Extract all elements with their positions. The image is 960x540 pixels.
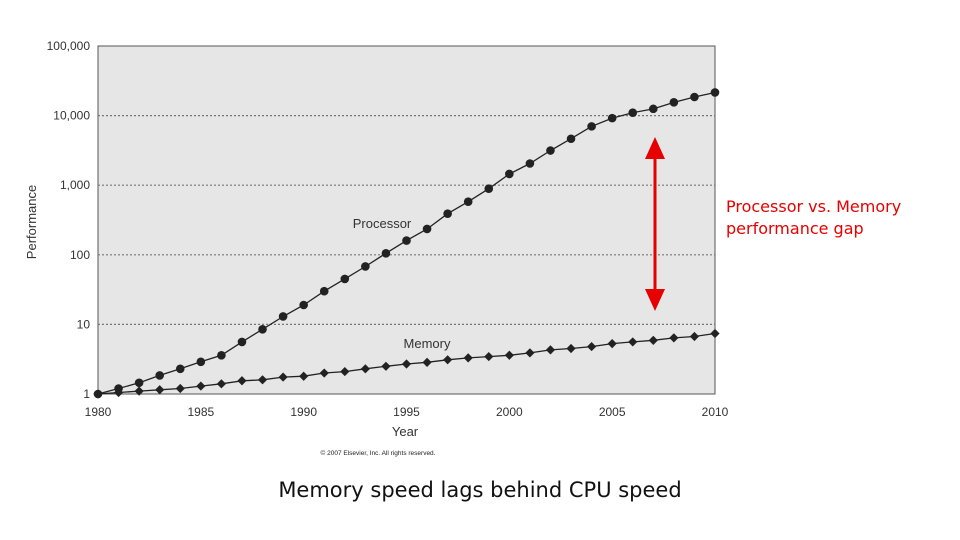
memory-point (504, 350, 514, 360)
memory-point (113, 387, 124, 398)
series-layer (93, 88, 720, 399)
plot-area (97, 45, 716, 395)
memory-point (134, 386, 144, 396)
processor-point (299, 300, 308, 310)
x-tick-label: 2010 (702, 405, 729, 419)
gap-annotation: Processor vs. Memory performance gap (726, 196, 956, 240)
processor-point (196, 357, 206, 367)
processor-point (566, 134, 576, 144)
memory-point (155, 385, 165, 395)
processor-point (402, 236, 411, 245)
gap-arrow-head-up (645, 137, 665, 159)
y-tick-label: 1,000 (60, 178, 90, 192)
memory-point (648, 335, 658, 345)
processor-point (525, 159, 535, 168)
memory-point (93, 389, 103, 399)
processor-point (155, 371, 164, 380)
processor-point (175, 364, 185, 374)
memory-point (175, 383, 185, 394)
y-tick-label: 100,000 (47, 39, 91, 53)
processor-point (422, 224, 432, 234)
y-axis-title: Performance (24, 185, 39, 259)
gap-double-arrow (645, 137, 665, 311)
processor-point (278, 312, 288, 321)
processor-point (628, 108, 638, 118)
slide-caption: Memory speed lags behind CPU speed (278, 478, 682, 502)
processor-point (381, 249, 391, 258)
memory-point (340, 366, 350, 377)
processor-point (258, 325, 267, 334)
processor-series-label: Processor (353, 216, 412, 231)
processor-point (546, 146, 555, 155)
memory-point (463, 353, 473, 363)
memory-point (401, 359, 412, 369)
processor-point (134, 378, 144, 388)
gap-annotation-line-2: performance gap (726, 219, 864, 238)
memory-point (196, 381, 206, 391)
memory-point (422, 357, 432, 367)
memory-point (278, 372, 288, 382)
memory-point (360, 364, 370, 374)
memory-point (381, 361, 391, 371)
processor-point (505, 169, 514, 179)
memory-point (710, 328, 720, 339)
processor-point (361, 262, 370, 271)
tick-labels: 1 10 100 1,000 10,000 100,000 1980 1985 1990 1995… (47, 39, 729, 419)
memory-point (545, 345, 556, 355)
y-tick-label: 10 (77, 317, 91, 331)
gridlines (98, 114, 715, 325)
memory-point (319, 368, 329, 378)
processor-point (217, 350, 226, 360)
memory-point (216, 379, 226, 389)
x-tick-label: 1980 (85, 405, 112, 419)
gap-annotation-line-1: Processor vs. Memory (726, 197, 902, 216)
y-tick-label: 100 (70, 248, 90, 262)
memory-point (566, 343, 576, 354)
processor-point (484, 184, 494, 194)
y-tick-label: 10,000 (53, 109, 90, 123)
memory-point (587, 341, 597, 352)
x-tick-label: 1990 (290, 405, 317, 419)
memory-point (237, 376, 247, 386)
processor-point (463, 197, 473, 206)
processor-point (690, 92, 699, 102)
processor-point (587, 122, 596, 131)
memory-point (628, 337, 638, 347)
memory-point (484, 351, 494, 362)
x-axis-title: Year (392, 424, 419, 439)
memory-point (443, 355, 453, 365)
processor-point (710, 88, 720, 97)
memory-series-label: Memory (404, 336, 451, 351)
y-tick-label: 1 (83, 387, 90, 401)
memory-point (669, 333, 679, 343)
x-tick-label: 2005 (599, 405, 626, 419)
processor-point (669, 98, 679, 107)
memory-point (299, 371, 309, 381)
processor-point (649, 104, 658, 114)
memory-point (689, 331, 700, 342)
memory-point (257, 375, 268, 385)
processor-point (237, 337, 247, 347)
x-tick-label: 1995 (393, 405, 420, 419)
processor-point (607, 113, 617, 123)
processor-point (443, 209, 452, 218)
copyright-notice: © 2007 Elsevier, Inc. All rights reserve… (321, 449, 436, 457)
x-tick-label: 2000 (496, 405, 523, 419)
gap-arrow-head-down (645, 289, 665, 311)
x-tick-label: 1985 (187, 405, 214, 419)
memory-point (525, 348, 535, 358)
processor-point (319, 286, 329, 296)
memory-point (607, 338, 617, 349)
processor-point (340, 274, 350, 284)
